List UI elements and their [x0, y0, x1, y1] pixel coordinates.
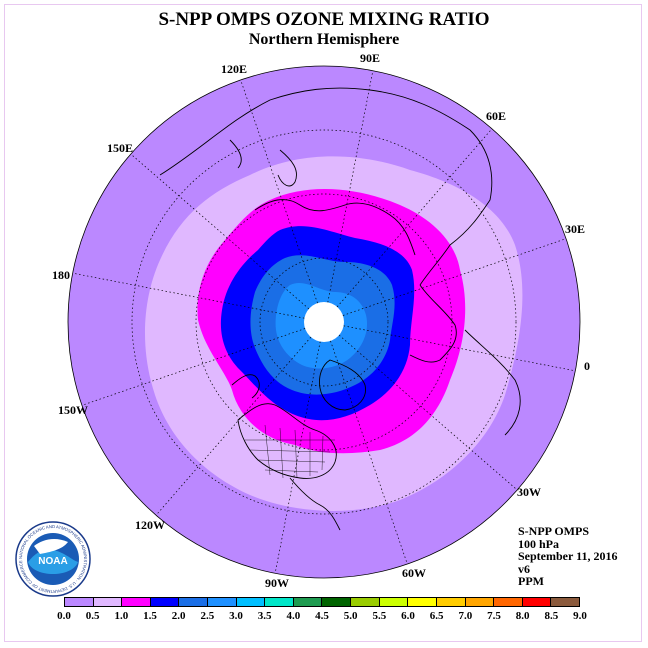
meridian-line	[327, 70, 374, 303]
colorbar-swatch	[93, 598, 123, 606]
colorbar	[64, 597, 580, 607]
lon-label-30e: 30E	[565, 222, 585, 236]
noaa-logo-text: NOAA	[38, 556, 67, 567]
colorbar-ticks: 0.0 0.5 1.0 1.5 2.0 2.5 3.0 3.5 4.0 4.5 5.0 5.5 6.0 6…	[0, 610, 648, 624]
colorbar-swatch	[522, 598, 552, 606]
colorbar-tick-label: 6.5	[429, 610, 444, 622]
latitude-circles	[131, 129, 517, 515]
coastline-europe	[409, 284, 457, 363]
info-units: PPM	[518, 574, 544, 588]
lon-label-150e: 150E	[107, 141, 133, 155]
info-level: 100 hPa	[518, 536, 560, 551]
colorbar-swatch	[494, 598, 523, 606]
lon-label-0: 0	[584, 359, 590, 373]
colorbar-tick-label: 4.5	[315, 610, 329, 622]
coastline-central-america	[289, 477, 341, 531]
colorbar-swatch	[265, 598, 294, 606]
info-instrument: S-NPP OMPS	[518, 524, 589, 538]
pole-no-data	[304, 302, 344, 342]
meridian-line	[130, 153, 310, 310]
lon-label-90e: 90E	[360, 51, 380, 65]
lon-label-120e: 120E	[221, 62, 247, 76]
meridian-line	[155, 336, 312, 516]
noaa-logo: NOAA NATIONAL OCEANIC AND ATMOSPHERIC AD…	[15, 521, 91, 597]
colorbar-tick-label: 2.5	[200, 610, 215, 622]
colorbar-tick-label: 6.0	[401, 610, 415, 622]
colorbar-tick-label: 3.0	[229, 610, 243, 622]
colorbar-swatch	[436, 598, 466, 606]
coastline-china-japan	[229, 139, 297, 187]
colorbar-swatch	[293, 598, 323, 606]
meridian-line	[81, 328, 306, 406]
colorbar-swatch	[379, 598, 409, 606]
colorbar-tick-label: 7.0	[458, 610, 473, 622]
meridian-line	[240, 79, 318, 304]
colorbar-tick-label: 8.5	[544, 610, 559, 622]
colorbar-tick-label: 0.0	[57, 610, 71, 622]
colorbar-swatch	[150, 598, 180, 606]
lon-label-120w: 120W	[135, 518, 165, 532]
colorbar-tick-label: 4.0	[286, 610, 301, 622]
colorbar-swatch	[65, 598, 94, 606]
lon-label-30w: 30W	[517, 485, 541, 499]
colorbar-swatch	[465, 598, 495, 606]
lon-label-150w: 150W	[58, 403, 88, 417]
meridian-line	[338, 334, 518, 491]
info-block: S-NPP OMPS 100 hPa September 11, 2016 v6…	[518, 525, 617, 588]
coastline-greenland	[319, 359, 366, 411]
colorbar-tick-label: 0.5	[85, 610, 100, 622]
lon-label-60w: 60W	[402, 566, 426, 580]
colorbar-tick-label: 1.0	[114, 610, 129, 622]
coastline-africa	[464, 329, 521, 436]
meridian-line	[330, 340, 408, 565]
map-subtitle: Northern Hemisphere	[248, 31, 400, 48]
political-boundaries	[245, 424, 335, 479]
meridian-line	[72, 272, 305, 319]
map-boundary	[67, 65, 581, 579]
colorbar-swatch	[351, 598, 380, 606]
colorbar-tick-label: 1.5	[143, 610, 157, 622]
meridian-line	[274, 341, 321, 574]
colorbar-swatch	[408, 598, 437, 606]
colorbar-swatch	[322, 598, 352, 606]
colorbar-tick-label: 5.5	[372, 610, 387, 622]
colorbar-tick-label: 9.0	[573, 610, 587, 622]
meridians	[72, 70, 576, 574]
lon-label-60e: 60E	[486, 109, 506, 123]
coastlines	[159, 87, 521, 531]
colorbar-tick-label: 2.0	[171, 610, 186, 622]
coastline-asia	[159, 87, 493, 286]
coastline-siberia-arctic	[254, 199, 416, 256]
map-title: S-NPP OMPS OZONE MIXING RATIO	[158, 9, 490, 30]
colorbar-swatch	[179, 598, 209, 606]
colorbar-tick-label: 5.0	[343, 610, 358, 622]
figure-frame	[4, 4, 642, 642]
meridian-line	[342, 238, 567, 316]
lon-label-180: 180	[52, 268, 70, 282]
lon-label-90w: 90W	[265, 576, 289, 590]
colorbar-swatch	[236, 598, 266, 606]
info-date: September 11, 2016	[518, 549, 618, 563]
colorbar-swatch	[551, 598, 579, 606]
colorbar-swatch	[208, 598, 237, 606]
colorbar-tick-label: 7.5	[487, 610, 501, 622]
colorbar-swatch	[122, 598, 151, 606]
colorbar-tick-label: 8.0	[515, 610, 530, 622]
colorbar-tick-label: 3.5	[257, 610, 272, 622]
coastline-alaska	[231, 374, 260, 399]
meridian-line	[343, 325, 576, 372]
info-version: v6	[518, 561, 530, 576]
meridian-line	[336, 128, 493, 308]
